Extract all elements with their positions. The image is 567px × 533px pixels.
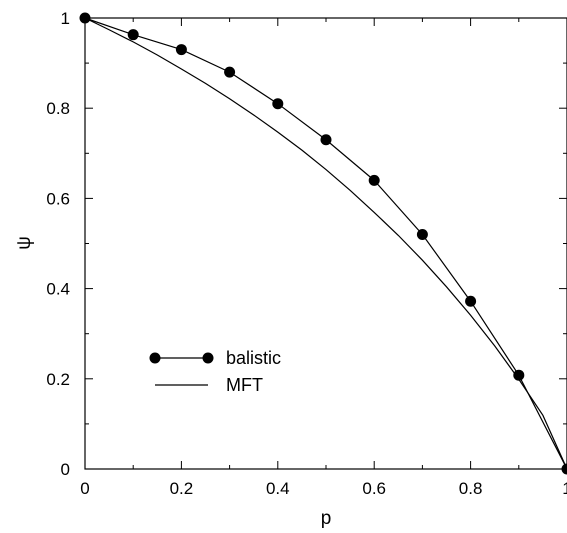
y-tick-label: 0 bbox=[61, 460, 70, 479]
series-line-balistic bbox=[84, 17, 567, 470]
series-layer bbox=[79, 12, 567, 475]
x-tick-label: 0.2 bbox=[170, 479, 194, 498]
data-point bbox=[416, 228, 428, 240]
y-tick-label: 0.4 bbox=[46, 280, 70, 299]
data-point bbox=[513, 369, 525, 381]
plot-frame bbox=[84, 17, 567, 470]
x-axis-label: p bbox=[321, 508, 332, 529]
data-point bbox=[561, 463, 567, 475]
x-tick-label: 0.4 bbox=[266, 479, 290, 498]
y-tick-label: 0.8 bbox=[46, 99, 70, 118]
series-mft bbox=[84, 17, 567, 470]
legend-marker bbox=[202, 352, 214, 364]
series-line-mft bbox=[84, 17, 567, 470]
x-tick-label: 0.6 bbox=[362, 479, 386, 498]
axis-ticks bbox=[84, 17, 567, 470]
legend-item-balistic: balistic bbox=[149, 348, 281, 368]
data-point bbox=[127, 29, 139, 41]
legend-item-mft: MFT bbox=[155, 375, 263, 395]
x-tick-label: 0.8 bbox=[459, 479, 483, 498]
y-tick-label: 0.6 bbox=[46, 189, 70, 208]
axis-tick-labels: 0 0.2 0.4 0.6 0.8 1 0 0.2 0.4 0.6 0.8 1 bbox=[46, 9, 567, 498]
x-tick-label: 1 bbox=[562, 479, 567, 498]
data-point bbox=[368, 174, 380, 186]
legend: balistic MFT bbox=[149, 348, 281, 395]
y-axis-label: ψ bbox=[14, 236, 35, 250]
series-balistic bbox=[79, 12, 567, 475]
legend-label: balistic bbox=[226, 348, 281, 368]
data-point bbox=[175, 44, 187, 56]
data-point bbox=[224, 66, 236, 78]
plot-area-border bbox=[84, 17, 567, 470]
y-tick-label: 0.2 bbox=[46, 370, 70, 389]
legend-marker bbox=[149, 352, 161, 364]
data-point bbox=[320, 134, 332, 146]
x-tick-label: 0 bbox=[80, 479, 89, 498]
y-tick-label: 1 bbox=[61, 9, 70, 28]
legend-label: MFT bbox=[226, 375, 263, 395]
data-point bbox=[272, 98, 284, 110]
data-point bbox=[465, 295, 477, 307]
